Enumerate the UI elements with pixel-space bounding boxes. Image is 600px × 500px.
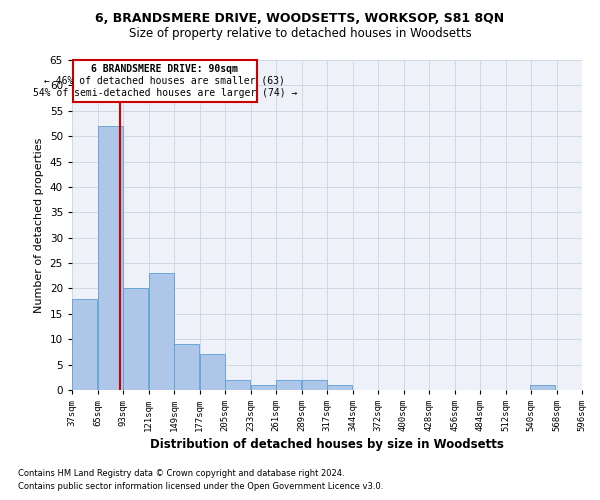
- Bar: [98, 126, 122, 390]
- Bar: [124, 288, 148, 390]
- Bar: [73, 298, 97, 390]
- FancyBboxPatch shape: [73, 60, 257, 102]
- Bar: [149, 273, 173, 390]
- Bar: [175, 344, 199, 390]
- Text: Contains HM Land Registry data © Crown copyright and database right 2024.: Contains HM Land Registry data © Crown c…: [18, 468, 344, 477]
- Text: 54% of semi-detached houses are larger (74) →: 54% of semi-detached houses are larger (…: [33, 88, 297, 98]
- Text: 6 BRANDSMERE DRIVE: 90sqm: 6 BRANDSMERE DRIVE: 90sqm: [91, 64, 238, 74]
- Text: Contains public sector information licensed under the Open Government Licence v3: Contains public sector information licen…: [18, 482, 383, 491]
- Bar: [302, 380, 326, 390]
- Y-axis label: Number of detached properties: Number of detached properties: [34, 138, 44, 312]
- Bar: [200, 354, 224, 390]
- Bar: [251, 385, 275, 390]
- Bar: [530, 385, 555, 390]
- Text: 6, BRANDSMERE DRIVE, WOODSETTS, WORKSOP, S81 8QN: 6, BRANDSMERE DRIVE, WOODSETTS, WORKSOP,…: [95, 12, 505, 26]
- Text: Size of property relative to detached houses in Woodsetts: Size of property relative to detached ho…: [128, 28, 472, 40]
- X-axis label: Distribution of detached houses by size in Woodsetts: Distribution of detached houses by size …: [150, 438, 504, 451]
- Bar: [226, 380, 250, 390]
- Text: ← 46% of detached houses are smaller (63): ← 46% of detached houses are smaller (63…: [44, 76, 286, 86]
- Bar: [328, 385, 352, 390]
- Bar: [277, 380, 301, 390]
